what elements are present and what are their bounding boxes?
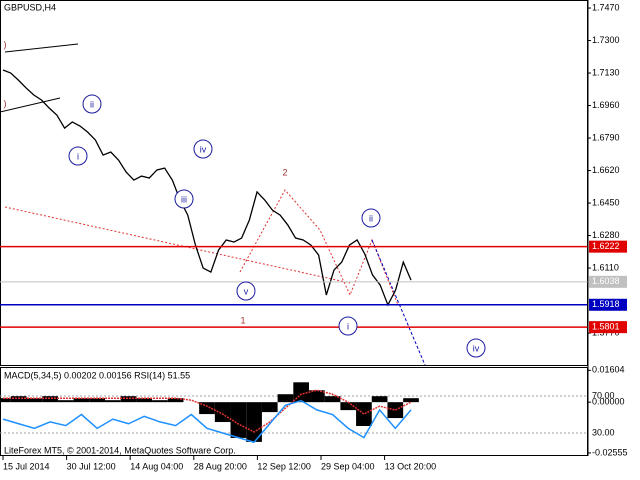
macd-bar xyxy=(42,396,58,403)
level-label-box xyxy=(589,321,627,334)
price-line xyxy=(2,69,412,307)
y-tick-label: 1.6110 xyxy=(592,262,619,272)
macd-bar xyxy=(261,402,278,413)
y-tick-label: 1.7130 xyxy=(592,67,620,77)
macd-bar xyxy=(371,396,388,403)
macd-bar xyxy=(387,402,404,419)
wave-label: ii xyxy=(369,213,373,223)
wave-label: iii xyxy=(181,194,187,204)
macd-bar xyxy=(199,402,215,415)
y-tick-label: 1.6620 xyxy=(592,165,620,175)
y-tick-label: 0.00000 xyxy=(592,397,625,407)
wave-label: ii xyxy=(90,99,94,109)
projection-line xyxy=(371,239,426,366)
indicator-frame xyxy=(0,367,588,456)
wave-circle xyxy=(338,316,358,336)
macd-bar xyxy=(277,394,294,403)
x-tick-label: 28 Aug 20:00 xyxy=(194,461,247,471)
level-label: 1.6038 xyxy=(592,276,620,286)
trend-line xyxy=(4,43,79,53)
macd-bar xyxy=(214,402,231,423)
macd-bar xyxy=(403,398,419,403)
macd-bar xyxy=(167,398,184,403)
y-tick-label: 1.6960 xyxy=(592,100,620,110)
wave-circle xyxy=(193,139,213,159)
y2-tick-label: 70.00 xyxy=(592,390,615,400)
level-label: 1.5801 xyxy=(592,322,620,332)
indicator-title: MACD(5,34,5) 0.00202 0.00156 RSI(14) 51.… xyxy=(4,370,190,380)
y-tick-label: 0.01604 xyxy=(592,365,625,375)
y-tick-label: 1.7470 xyxy=(592,2,620,12)
y-tick-label: -0.02555 xyxy=(592,447,628,457)
macd-bar xyxy=(152,400,168,403)
y-tick-label: 1.6280 xyxy=(592,230,620,240)
x-tick-label: 29 Sep 04:00 xyxy=(321,461,375,471)
macd-bar xyxy=(356,402,372,426)
macd-bar xyxy=(89,398,105,403)
macd-bar xyxy=(324,396,341,403)
main-frame xyxy=(0,0,588,366)
wave-label: ) xyxy=(4,98,7,108)
macd-bar xyxy=(73,398,90,403)
macd-bar xyxy=(57,400,74,403)
footer: LiteForex MT5, © 2001-2014, MetaQuotes S… xyxy=(4,445,236,455)
y2-tick-label: 30.00 xyxy=(592,427,615,437)
macd-bar xyxy=(105,400,121,403)
wave-circle xyxy=(361,208,381,228)
wave-circle xyxy=(82,94,102,114)
macd-bar xyxy=(293,382,309,403)
macd-bar xyxy=(246,402,262,442)
wave-circle xyxy=(236,281,256,301)
macd-bar xyxy=(340,402,357,411)
level-label: 1.6222 xyxy=(592,241,620,251)
macd-bar xyxy=(26,398,43,403)
macd-bar xyxy=(120,396,137,403)
wave-label: i xyxy=(77,151,79,161)
macd-bar xyxy=(0,398,11,403)
signal-line xyxy=(3,389,412,433)
level-label: 1.5918 xyxy=(592,299,620,309)
macd-bar xyxy=(309,390,325,403)
y-tick-label: 1.6790 xyxy=(592,132,620,142)
y-tick-label: 1.6450 xyxy=(592,197,620,207)
wave-label: v xyxy=(244,286,249,296)
x-tick-label: 13 Oct 20:00 xyxy=(385,461,437,471)
symbol: GBPUSD,H4 xyxy=(4,2,56,12)
wave-label: 2 xyxy=(282,167,287,177)
x-tick-label: 14 Aug 04:00 xyxy=(130,461,183,471)
wave-label: ) xyxy=(4,39,7,49)
wave-label: iv xyxy=(200,144,207,154)
rsi-line xyxy=(2,399,412,444)
wave-circle xyxy=(174,189,194,209)
x-tick-label: 30 Jul 12:00 xyxy=(67,461,116,471)
wave-label: 1 xyxy=(240,315,245,325)
x-tick-label: 15 Jul 2014 xyxy=(3,461,50,471)
level-label-box xyxy=(589,298,627,311)
wave-label: iv xyxy=(473,343,480,353)
trend-line xyxy=(0,97,61,113)
macd-bar xyxy=(10,396,27,403)
wave-circle xyxy=(68,146,88,166)
level-label-box xyxy=(589,275,627,288)
trend-line xyxy=(4,206,351,284)
y-tick-label: 1.7300 xyxy=(592,35,620,45)
level-label-box xyxy=(589,240,627,253)
wave-circle xyxy=(466,338,486,358)
macd-bar xyxy=(230,402,247,438)
wave-label: i xyxy=(347,321,349,331)
x-tick-label: 12 Sep 12:00 xyxy=(257,461,311,471)
macd-bar xyxy=(136,398,153,403)
